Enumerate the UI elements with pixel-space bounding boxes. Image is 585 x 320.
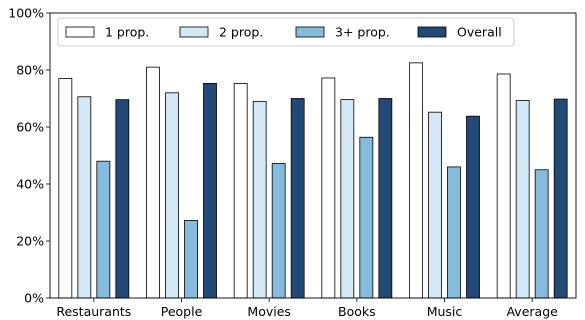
legend-label-1-prop: 1 prop. <box>105 25 149 40</box>
bar-people-2-prop <box>165 92 179 299</box>
plot-frame <box>49 12 577 299</box>
bar-books-3-prop <box>359 136 374 299</box>
y-tick-label-20: 20% <box>16 234 44 249</box>
legend-box <box>57 17 515 47</box>
legend-swatch-overall <box>417 26 447 38</box>
y-tick-label-0: 0% <box>24 291 44 306</box>
bar-restaurants-1-prop <box>58 78 73 299</box>
x-tick-label-movies: Movies <box>247 304 291 319</box>
bar-restaurants-3-prop <box>96 160 111 299</box>
bar-people-overall <box>203 83 217 299</box>
legend-swatch-3-prop <box>295 26 325 38</box>
x-tick-label-people: People <box>161 304 203 319</box>
legend-swatch-1-prop <box>65 26 95 38</box>
bar-books-2-prop <box>340 99 355 299</box>
bar-music-overall <box>466 115 480 299</box>
legend: 1 prop. 2 prop. 3+ prop. Overall <box>57 17 515 47</box>
y-tick-label-60: 60% <box>16 120 44 135</box>
y-tick-label-100: 100% <box>8 6 44 21</box>
bar-movies-overall <box>290 98 305 299</box>
bar-books-1-prop <box>321 77 336 299</box>
x-tick-label-music: Music <box>427 304 463 319</box>
y-tick-label-80: 80% <box>16 63 44 78</box>
bar-people-1-prop <box>146 66 160 299</box>
legend-label-overall: Overall <box>457 25 502 40</box>
legend-swatch-2-prop <box>179 26 209 38</box>
bar-movies-1-prop <box>233 83 248 299</box>
bar-music-3-prop <box>447 166 461 299</box>
bar-average-2-prop <box>515 100 530 299</box>
bar-movies-2-prop <box>252 100 267 299</box>
legend-label-2-prop: 2 prop. <box>219 25 263 40</box>
y-tick-label-40: 40% <box>16 177 44 192</box>
x-tick-label-restaurants: Restaurants <box>56 304 131 319</box>
bar-movies-3-prop <box>271 163 286 299</box>
bar-average-overall <box>553 98 568 299</box>
bar-music-2-prop <box>428 111 442 299</box>
bar-average-3-prop <box>534 169 549 299</box>
bar-restaurants-overall <box>115 99 130 299</box>
bar-average-1-prop <box>496 73 511 299</box>
bar-books-overall <box>378 98 393 299</box>
bars-layer <box>58 62 568 299</box>
bar-people-3-prop <box>184 220 198 299</box>
legend-label-3-prop: 3+ prop. <box>335 25 390 40</box>
axes-layer: Restaurants People Movies Books Music Average… <box>8 6 577 319</box>
bar-restaurants-2-prop <box>77 96 92 299</box>
x-tick-label-average: Average <box>506 304 558 319</box>
x-tick-label-books: Books <box>338 304 376 319</box>
bar-music-1-prop <box>409 62 423 299</box>
